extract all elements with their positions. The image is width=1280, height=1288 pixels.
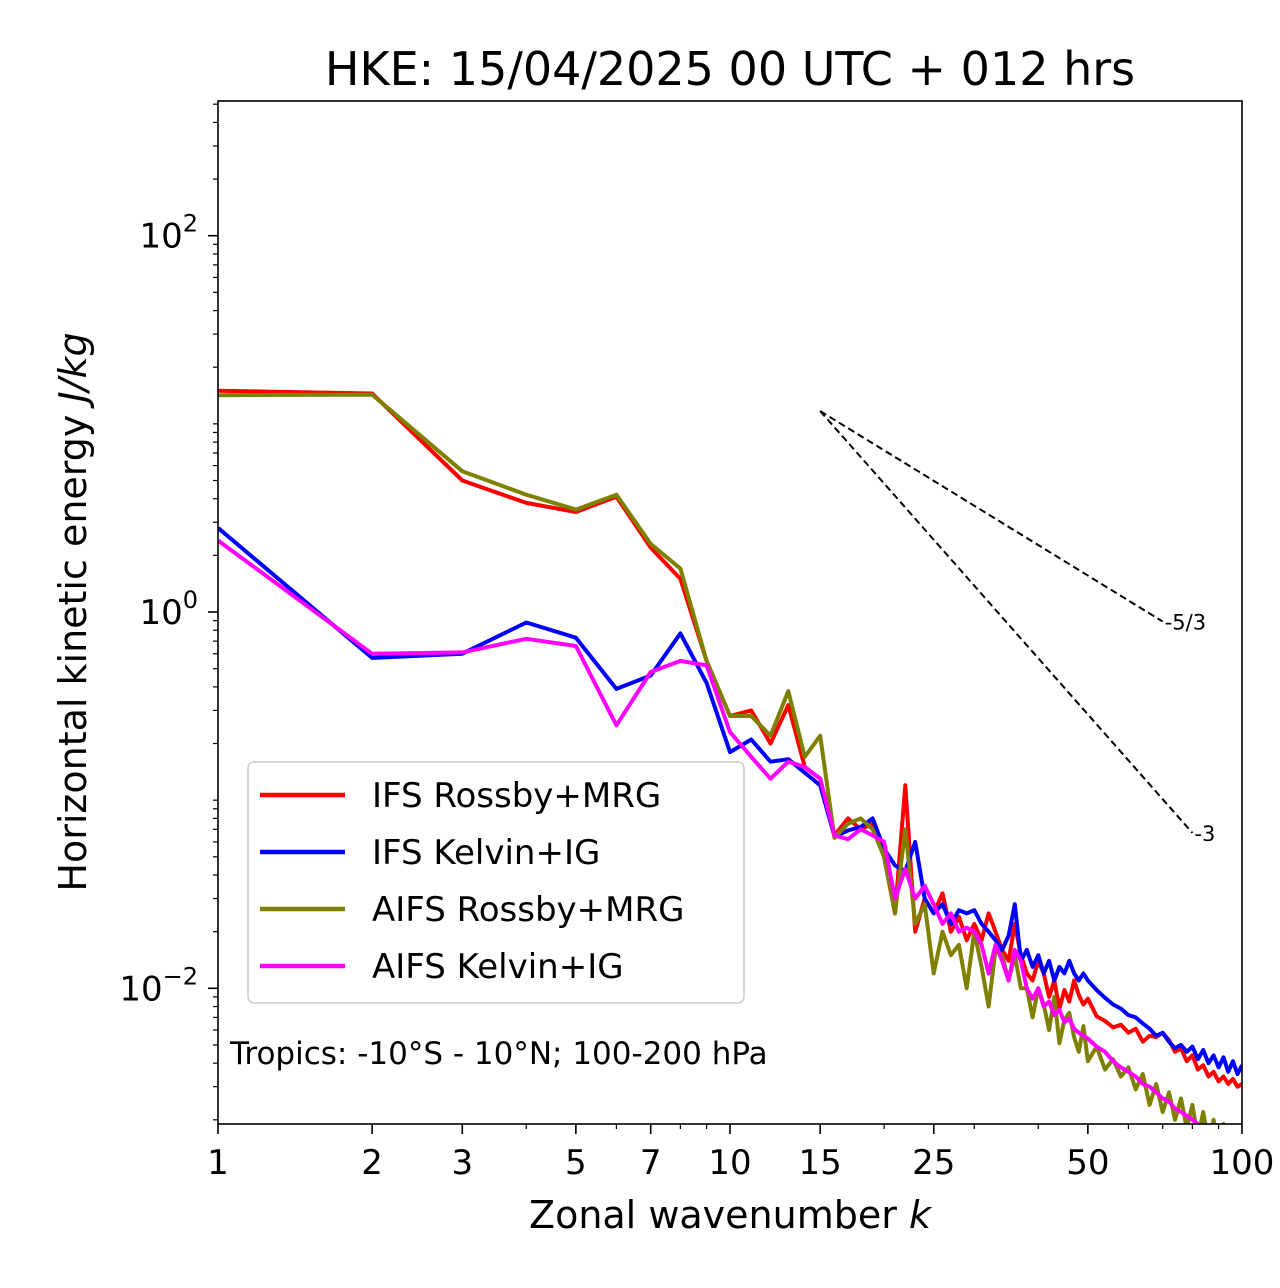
y-axis-label-unit: J/kg — [51, 332, 95, 409]
y-tick-exponent: 2 — [183, 210, 198, 238]
legend-box — [247, 761, 745, 1004]
y-tick-label: 100 — [139, 586, 198, 633]
y-tick-base: 10 — [139, 217, 182, 257]
x-axis-label: Zonal wavenumber k — [529, 1193, 933, 1237]
x-axis-ticks: 1 2 3 5 7 10 15 25 50 100 — [207, 1124, 1274, 1183]
y-tick-base: 10 — [139, 593, 182, 633]
y-axis-label: Horizontal kinetic energy J/kg — [51, 332, 95, 891]
y-axis-label-text: Horizontal kinetic energy — [51, 415, 95, 892]
x-tick-label: 1 — [207, 1143, 229, 1183]
reference-line-label: -3 — [1194, 822, 1215, 846]
y-tick-label: 10−2 — [119, 962, 198, 1009]
y-tick-exponent: −2 — [163, 962, 198, 990]
legend-label: AIFS Kelvin+IG — [372, 947, 624, 987]
chart-title: HKE: 15/04/2025 00 UTC + 012 hrs — [325, 42, 1135, 96]
x-tick-label: 25 — [912, 1143, 955, 1183]
reference-line-label: -5/3 — [1165, 611, 1206, 635]
series-line — [218, 388, 1242, 1089]
x-tick-label: 2 — [361, 1143, 383, 1183]
y-tick-label: 102 — [139, 210, 198, 257]
reference-line — [819, 410, 1164, 623]
reference-line — [819, 410, 1194, 834]
x-tick-label: 50 — [1066, 1143, 1109, 1183]
data-series-group — [218, 388, 1242, 1124]
x-tick-label: 5 — [565, 1143, 587, 1183]
region-annotation: Tropics: -10°S - 10°N; 100-200 hPa — [229, 1036, 768, 1072]
x-tick-label: 3 — [451, 1143, 473, 1183]
x-tick-label: 10 — [708, 1143, 751, 1183]
reference-slope-lines — [819, 410, 1194, 834]
legend-label: AIFS Rossby+MRG — [372, 890, 684, 930]
x-tick-label: 100 — [1210, 1143, 1275, 1183]
reference-slope-labels: -5/3 -3 — [1165, 611, 1216, 846]
x-tick-label: 15 — [799, 1143, 842, 1183]
x-axis-label-symbol: k — [909, 1193, 933, 1237]
legend-label: IFS Rossby+MRG — [372, 776, 661, 816]
y-tick-exponent: 0 — [183, 586, 198, 614]
legend: IFS Rossby+MRG IFS Kelvin+IG AIFS Rossby+M… — [247, 761, 745, 1004]
y-tick-base: 10 — [119, 969, 162, 1009]
x-axis-label-text: Zonal wavenumber — [529, 1193, 897, 1237]
x-tick-label: 7 — [640, 1143, 662, 1183]
legend-label: IFS Kelvin+IG — [372, 833, 600, 873]
series-line — [218, 538, 1202, 1124]
